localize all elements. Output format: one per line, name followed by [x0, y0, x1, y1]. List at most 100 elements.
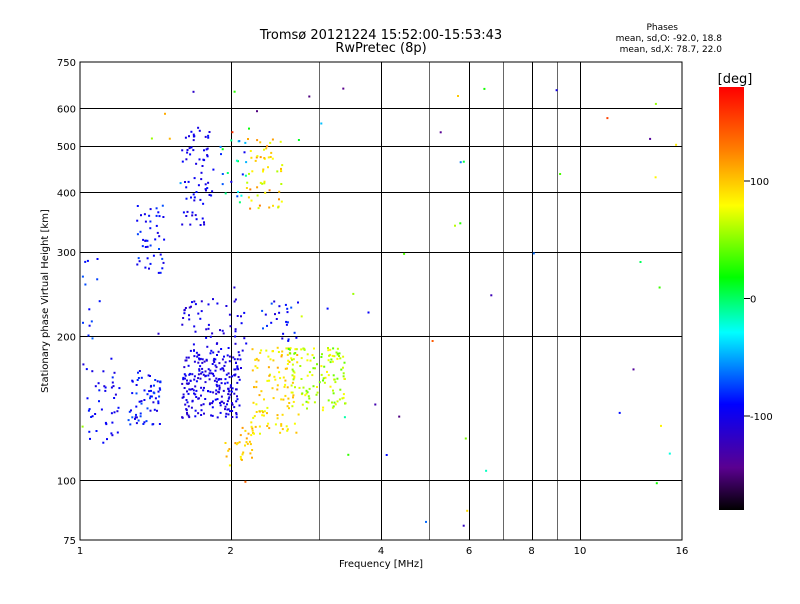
data-point — [240, 458, 243, 461]
data-point — [220, 382, 223, 385]
data-point — [143, 213, 146, 216]
data-point — [213, 361, 216, 363]
data-point — [253, 415, 256, 418]
data-point — [193, 300, 196, 303]
data-point — [312, 367, 315, 370]
data-point — [146, 239, 149, 242]
data-point — [203, 221, 205, 224]
data-point — [266, 379, 269, 382]
data-point — [110, 412, 113, 415]
data-point — [287, 359, 290, 362]
data-point — [224, 382, 227, 385]
data-point — [147, 374, 150, 377]
data-point — [210, 194, 213, 197]
data-point — [113, 411, 116, 414]
data-point — [483, 87, 486, 90]
data-point — [278, 190, 281, 193]
x-tick-label: 6 — [466, 546, 472, 557]
data-point — [225, 305, 228, 307]
data-point — [206, 187, 209, 190]
data-point — [336, 400, 339, 403]
data-point — [191, 399, 194, 402]
data-point — [336, 357, 339, 360]
data-point — [161, 204, 164, 207]
data-point — [215, 383, 218, 386]
data-point — [288, 402, 291, 404]
data-point — [135, 422, 138, 425]
data-point — [189, 223, 192, 226]
y-tick-label: 200 — [57, 332, 76, 343]
data-point — [296, 361, 299, 364]
data-point — [246, 181, 249, 184]
data-point — [261, 410, 264, 412]
data-point — [200, 178, 203, 181]
data-point — [219, 404, 222, 407]
data-point — [439, 131, 442, 134]
data-point — [342, 396, 345, 399]
data-point — [249, 188, 252, 191]
data-point — [277, 206, 280, 209]
data-point — [276, 366, 279, 369]
data-point — [236, 366, 239, 369]
data-point — [329, 348, 332, 351]
data-point — [84, 283, 87, 286]
data-point — [224, 408, 226, 411]
data-point — [263, 148, 265, 151]
data-point — [155, 224, 158, 227]
data-point — [203, 223, 206, 226]
x-tick-label: 8 — [528, 546, 534, 557]
data-point — [261, 309, 264, 312]
data-point — [280, 398, 283, 401]
data-point — [102, 441, 105, 444]
y-tick-label: 600 — [57, 104, 76, 115]
data-point — [146, 393, 149, 396]
data-point — [197, 377, 200, 380]
data-point — [213, 379, 216, 382]
data-point — [212, 400, 214, 403]
data-point — [462, 160, 465, 163]
data-point — [188, 318, 191, 321]
data-point — [238, 441, 241, 444]
data-point — [227, 449, 230, 452]
data-point — [195, 396, 198, 398]
data-point — [347, 453, 350, 456]
data-point — [279, 377, 282, 380]
data-point — [269, 358, 272, 361]
data-point — [259, 432, 261, 435]
data-point — [256, 366, 259, 369]
data-point — [193, 349, 195, 352]
data-point — [296, 354, 299, 356]
data-point — [236, 365, 239, 368]
data-point — [90, 416, 93, 418]
data-point — [210, 372, 213, 375]
data-point — [254, 365, 257, 368]
data-point — [158, 387, 161, 390]
data-point — [127, 419, 130, 422]
data-point — [153, 392, 156, 395]
data-point — [203, 386, 205, 389]
data-point — [129, 423, 132, 426]
data-point — [222, 369, 225, 372]
data-point — [326, 307, 329, 310]
data-point — [300, 348, 303, 351]
data-point — [187, 180, 190, 183]
data-point — [188, 135, 190, 138]
data-point — [264, 191, 267, 194]
data-point — [259, 141, 262, 144]
data-point — [247, 196, 250, 199]
data-point — [343, 361, 346, 364]
data-point — [265, 147, 268, 150]
data-point — [201, 371, 204, 374]
data-point — [187, 414, 190, 417]
data-point — [220, 153, 222, 156]
data-point — [214, 358, 217, 361]
data-point — [266, 412, 268, 415]
data-point — [225, 373, 228, 376]
data-point — [185, 197, 188, 200]
data-point — [292, 358, 295, 361]
data-point — [234, 342, 237, 345]
data-point — [240, 315, 242, 318]
data-point — [342, 87, 345, 90]
data-point — [191, 301, 193, 304]
data-point — [211, 363, 214, 365]
